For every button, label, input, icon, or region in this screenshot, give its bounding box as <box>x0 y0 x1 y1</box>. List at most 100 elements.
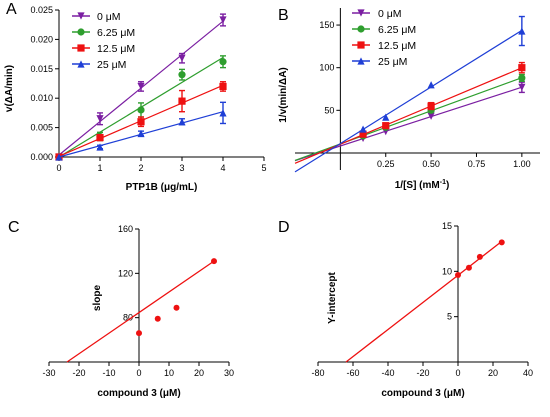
b-data-point <box>518 83 526 91</box>
b-data-point <box>359 130 367 138</box>
d-y-tick-label: 5 <box>447 312 452 322</box>
d-data-point <box>498 239 505 246</box>
b-x-axis-title: 1/[S] (mM-1) <box>395 179 450 191</box>
a-legend-marker <box>77 28 85 36</box>
panel-label-c: C <box>8 219 20 236</box>
a-legend-marker <box>77 60 85 68</box>
d-data-point <box>455 271 461 278</box>
b-legend-marker <box>357 57 365 65</box>
panel-label-d: D <box>278 219 290 236</box>
a-legend-label: 25 μM <box>97 59 126 71</box>
b-x-tick-label: 0.50 <box>422 159 440 169</box>
a-data-point <box>219 58 227 66</box>
b-data-point <box>382 122 390 130</box>
a-x-tick-label: 0 <box>56 163 61 173</box>
b-legend-marker <box>357 41 365 49</box>
c-x-tick-label: 0 <box>136 368 141 378</box>
a-data-point <box>219 109 227 117</box>
b-data-point <box>427 102 435 110</box>
b-y-tick-label: 150 <box>319 20 334 30</box>
a-data-point <box>137 82 145 91</box>
b-legend-label: 12.5 μM <box>378 40 416 52</box>
d-x-tick-label: 0 <box>455 368 460 378</box>
b-legend-label: 25 μM <box>378 56 407 68</box>
a-y-tick-label: 0.015 <box>30 64 53 74</box>
a-y-tick-label: 0.010 <box>30 93 53 103</box>
c-x-tick-label: -30 <box>42 368 55 378</box>
a-y-tick-label: 0.020 <box>30 34 53 44</box>
a-x-tick-label: 3 <box>179 163 184 173</box>
c-x-tick-label: 30 <box>224 368 234 378</box>
a-data-point <box>137 106 145 114</box>
a-data-point <box>219 16 227 24</box>
b-fit-line <box>294 67 523 164</box>
b-data-point <box>382 113 390 121</box>
c-y-tick-label: 80 <box>123 313 133 323</box>
c-x-tick-label: 10 <box>164 368 174 378</box>
a-data-point <box>137 118 145 126</box>
a-data-point <box>96 133 104 142</box>
a-data-point <box>96 115 104 123</box>
d-x-tick-label: 20 <box>488 368 498 378</box>
a-legend-label: 0 μM <box>97 11 121 23</box>
d-y-tick-label: 10 <box>442 266 452 276</box>
a-y-tick-label: 0.025 <box>30 5 53 15</box>
b-data-point <box>359 125 367 133</box>
b-data-point <box>518 64 526 72</box>
b-y-axis-title: 1/v(min/ΔA) <box>278 67 289 123</box>
a-legend-marker <box>77 12 85 20</box>
b-x-tick-label: 0.75 <box>468 159 486 169</box>
a-data-point <box>219 82 227 91</box>
b-x-tick-label: 0.25 <box>377 159 395 169</box>
a-x-tick-label: 2 <box>138 163 143 173</box>
d-x-tick-label: 40 <box>523 368 533 378</box>
b-y-tick-label: 100 <box>319 63 334 73</box>
b-data-point <box>518 27 526 35</box>
b-fit-line <box>294 77 523 162</box>
d-y-tick-label: 15 <box>442 221 452 231</box>
a-data-point <box>178 118 186 126</box>
c-data-point <box>211 258 217 265</box>
c-data-point <box>136 330 142 337</box>
a-legend-marker <box>77 44 85 52</box>
b-data-point <box>518 74 526 82</box>
b-fit-line <box>294 29 523 173</box>
a-data-point <box>178 71 186 79</box>
b-data-point <box>427 81 435 89</box>
a-data-point <box>178 54 186 62</box>
panel-label-a: A <box>6 1 17 18</box>
b-x-tick-label: 1.00 <box>513 159 531 169</box>
d-x-axis-title: compound 3 (μM) <box>381 388 464 399</box>
b-legend-marker <box>357 9 365 17</box>
panel-label-b: B <box>278 7 289 24</box>
a-data-point <box>178 97 186 105</box>
d-x-tick-label: -80 <box>311 368 324 378</box>
a-x-tick-label: 1 <box>97 163 102 173</box>
d-x-tick-label: -60 <box>346 368 359 378</box>
c-y-axis-title: slope <box>92 285 103 312</box>
c-x-tick-label: 20 <box>194 368 204 378</box>
b-legend-marker <box>357 25 365 33</box>
b-x-axis-title-end: ) <box>446 180 449 191</box>
d-x-tick-label: -20 <box>416 368 429 378</box>
c-x-tick-label: -20 <box>72 368 85 378</box>
b-x-axis-title-sup: -1 <box>440 179 446 186</box>
a-data-point <box>96 143 104 151</box>
d-y-axis-title: Y-intercept <box>327 271 338 323</box>
a-y-axis-title: v(ΔA/min) <box>4 65 15 112</box>
c-y-tick-label: 160 <box>118 224 133 234</box>
c-x-tick-label: -10 <box>102 368 115 378</box>
c-x-axis-title: compound 3 (μM) <box>97 388 180 399</box>
a-x-axis-title: PTP1B (μg/mL) <box>126 182 198 193</box>
d-data-point <box>476 253 483 260</box>
d-fit-line <box>345 240 503 363</box>
c-data-point <box>154 315 161 322</box>
a-y-tick-label: 0.000 <box>30 152 53 162</box>
a-legend-label: 6.25 μM <box>97 27 135 39</box>
a-x-tick-label: 4 <box>220 163 225 173</box>
d-data-point <box>465 264 472 271</box>
c-fit-line <box>66 260 215 363</box>
b-y-tick-label: 50 <box>324 105 334 115</box>
c-y-tick-label: 120 <box>118 268 133 278</box>
